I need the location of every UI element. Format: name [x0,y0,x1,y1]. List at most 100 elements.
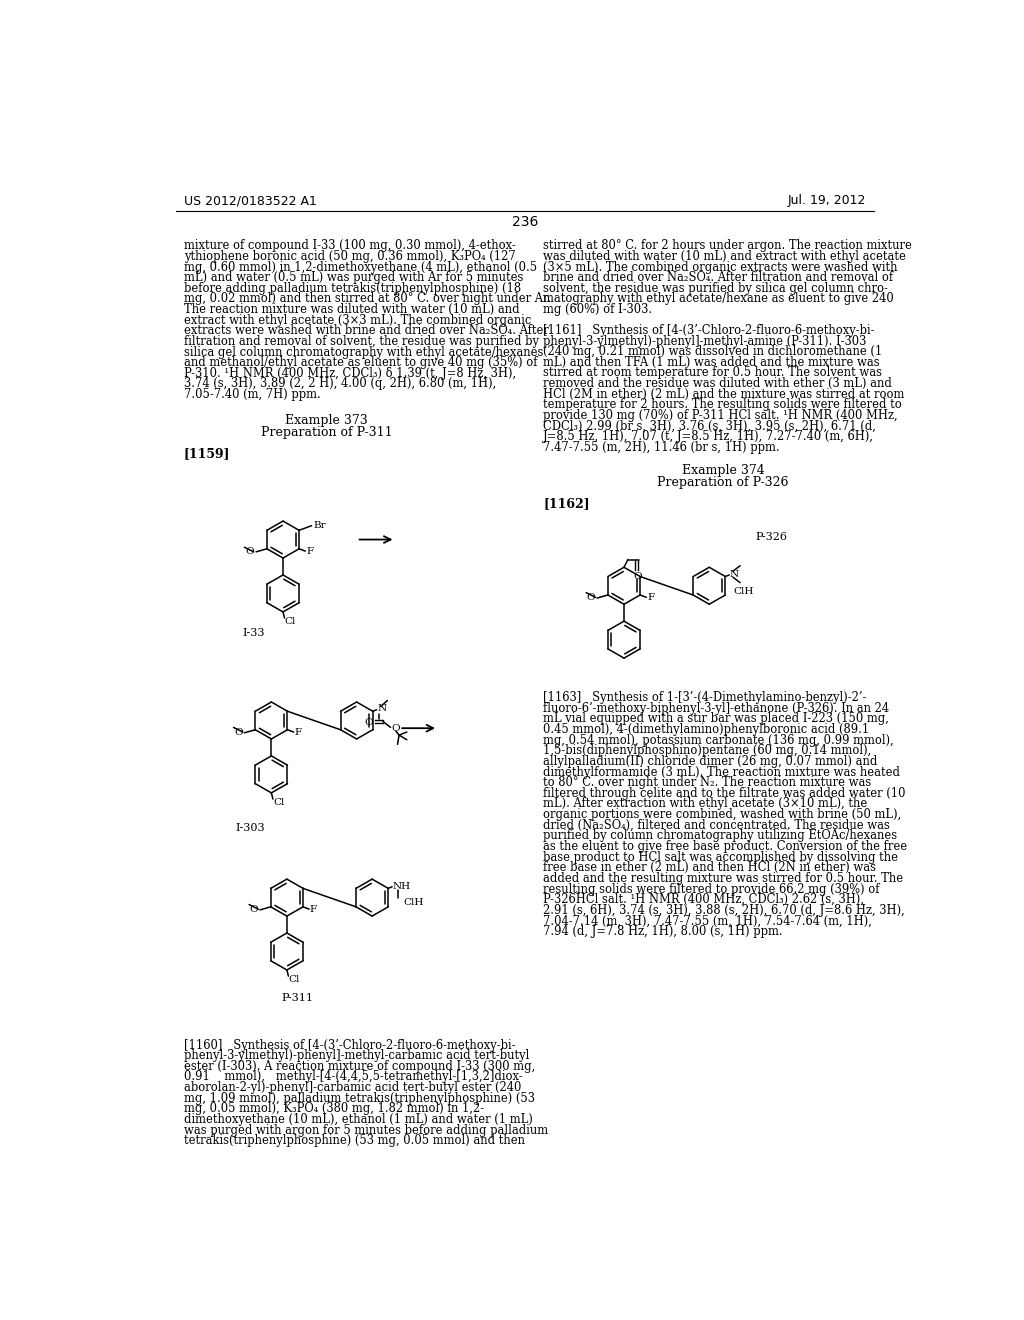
Text: O: O [234,727,243,737]
Text: ester (I-303). A reaction mixture of compound I-33 (300 mg,: ester (I-303). A reaction mixture of com… [183,1060,536,1073]
Text: dimethylformamide (3 mL). The reaction mixture was heated: dimethylformamide (3 mL). The reaction m… [544,766,900,779]
Text: ythiophene boronic acid (50 mg, 0.36 mmol), K₃PO₄ (127: ythiophene boronic acid (50 mg, 0.36 mmo… [183,249,515,263]
Text: (3×5 mL). The combined organic extracts were washed with: (3×5 mL). The combined organic extracts … [544,260,898,273]
Text: temperature for 2 hours. The resulting solids were filtered to: temperature for 2 hours. The resulting s… [544,399,902,412]
Text: added and the resulting mixture was stirred for 0.5 hour. The: added and the resulting mixture was stir… [544,873,903,884]
Text: O: O [250,904,258,913]
Text: Br: Br [313,521,326,531]
Text: dried (Na₂SO₄), filtered and concentrated. The residue was: dried (Na₂SO₄), filtered and concentrate… [544,818,890,832]
Text: The reaction mixture was diluted with water (10 mL) and: The reaction mixture was diluted with wa… [183,304,519,315]
Text: mg, 0.54 mmol), potassium carbonate (136 mg, 0.99 mmol),: mg, 0.54 mmol), potassium carbonate (136… [544,734,894,747]
Text: F: F [306,546,313,556]
Text: [1163]   Synthesis of 1-[3’-(4-Dimethylamino-benzyl)-2’-: [1163] Synthesis of 1-[3’-(4-Dimethylami… [544,692,866,705]
Text: free base in ether (2 mL) and then HCl (2N in ether) was: free base in ether (2 mL) and then HCl (… [544,861,877,874]
Text: [1161]   Synthesis of [4-(3’-Chloro-2-fluoro-6-methoxy-bi-: [1161] Synthesis of [4-(3’-Chloro-2-fluo… [544,323,874,337]
Text: to 80° C. over night under N₂. The reaction mixture was: to 80° C. over night under N₂. The react… [544,776,871,789]
Text: mg, 0.02 mmol) and then stirred at 80° C. over night under Ar.: mg, 0.02 mmol) and then stirred at 80° C… [183,293,551,305]
Text: stirred at room temperature for 0.5 hour. The solvent was: stirred at room temperature for 0.5 hour… [544,367,883,379]
Text: P-310. ¹H NMR (400 MHz, CDCl₃) δ 1.39 (t, J=8 Hz, 3H),: P-310. ¹H NMR (400 MHz, CDCl₃) δ 1.39 (t… [183,367,516,380]
Text: P-326HCl salt. ¹H NMR (400 MHz, CDCl₃) 2.62 (s, 3H),: P-326HCl salt. ¹H NMR (400 MHz, CDCl₃) 2… [544,894,864,906]
Text: P-311: P-311 [281,993,313,1003]
Text: 7.47-7.55 (m, 2H), 11.46 (br s, 1H) ppm.: 7.47-7.55 (m, 2H), 11.46 (br s, 1H) ppm. [544,441,780,454]
Text: base product to HCl salt was accomplished by dissolving the: base product to HCl salt was accomplishe… [544,850,898,863]
Text: solvent, the residue was purified by silica gel column chro-: solvent, the residue was purified by sil… [544,281,888,294]
Text: N: N [730,570,739,578]
Text: I-303: I-303 [234,824,264,833]
Text: organic portions were combined, washed with brine (50 mL),: organic portions were combined, washed w… [544,808,902,821]
Text: allylpalladium(II) chloride dimer (26 mg, 0.07 mmol) and: allylpalladium(II) chloride dimer (26 mg… [544,755,878,768]
Text: was purged with argon for 5 minutes before adding palladium: was purged with argon for 5 minutes befo… [183,1123,548,1137]
Text: matography with ethyl acetate/hexane as eluent to give 240: matography with ethyl acetate/hexane as … [544,293,894,305]
Text: NH: NH [393,882,411,891]
Text: 7.05-7.40 (m, 7H) ppm.: 7.05-7.40 (m, 7H) ppm. [183,388,321,401]
Text: extracts were washed with brine and dried over Na₂SO₄. After: extracts were washed with brine and drie… [183,325,549,337]
Text: fluoro-6’-methoxy-biphenyl-3-yl]-ethanone (P-326). In an 24: fluoro-6’-methoxy-biphenyl-3-yl]-ethanon… [544,702,890,715]
Text: Example 374: Example 374 [682,465,765,477]
Text: extract with ethyl acetate (3×3 mL). The combined organic: extract with ethyl acetate (3×3 mL). The… [183,314,531,326]
Text: mg, 0.60 mmol) in 1,2-dimethoxyethane (4 mL), ethanol (0.5: mg, 0.60 mmol) in 1,2-dimethoxyethane (4… [183,260,537,273]
Text: [1160]   Synthesis of [4-(3’-Chloro-2-fluoro-6-methoxy-bi-: [1160] Synthesis of [4-(3’-Chloro-2-fluo… [183,1039,515,1052]
Text: 0.45 mmol), 4-(dimethylamino)phenylboronic acid (89.1: 0.45 mmol), 4-(dimethylamino)phenylboron… [544,723,869,737]
Text: mL vial equipped with a stir bar was placed I-223 (150 mg,: mL vial equipped with a stir bar was pla… [544,713,889,726]
Text: F: F [295,727,302,737]
Text: filtered through celite and to the filtrate was added water (10: filtered through celite and to the filtr… [544,787,906,800]
Text: filtration and removal of solvent, the residue was purified by: filtration and removal of solvent, the r… [183,335,539,348]
Text: O: O [365,718,373,726]
Text: Preparation of P-311: Preparation of P-311 [260,426,392,440]
Text: Cl: Cl [273,799,285,808]
Text: [1159]: [1159] [183,447,230,461]
Text: was diluted with water (10 mL) and extract with ethyl acetate: was diluted with water (10 mL) and extra… [544,249,906,263]
Text: Preparation of P-326: Preparation of P-326 [657,477,788,490]
Text: mixture of compound I-33 (100 mg, 0.30 mmol), 4-ethox-: mixture of compound I-33 (100 mg, 0.30 m… [183,239,515,252]
Text: (240 mg, 0.21 mmol) was dissolved in dichloromethane (1: (240 mg, 0.21 mmol) was dissolved in dic… [544,346,883,358]
Text: mg, 1.09 mmol), palladium tetrakis(triphenylphosphine) (53: mg, 1.09 mmol), palladium tetrakis(triph… [183,1092,535,1105]
Text: 0.91    mmol),   methyl-[4-(4,4,5,5-tetramethyl-[1,3,2]diox-: 0.91 mmol), methyl-[4-(4,4,5,5-tetrameth… [183,1071,522,1084]
Text: before adding palladium tetrakis(triphenylphosphine) (18: before adding palladium tetrakis(triphen… [183,281,521,294]
Text: silica gel column chromatography with ethyl acetate/hexanes: silica gel column chromatography with et… [183,346,543,359]
Text: 2.91 (s, 6H), 3.74 (s, 3H), 3.88 (s, 2H), 6.70 (d, J=8.6 Hz, 3H),: 2.91 (s, 6H), 3.74 (s, 3H), 3.88 (s, 2H)… [544,904,905,917]
Text: ClH: ClH [733,587,754,597]
Text: ClH: ClH [403,898,423,907]
Text: brine and dried over Na₂SO₄. After filtration and removal of: brine and dried over Na₂SO₄. After filtr… [544,271,894,284]
Text: dimethoxyethane (10 mL), ethanol (1 mL) and water (1 mL): dimethoxyethane (10 mL), ethanol (1 mL) … [183,1113,532,1126]
Text: US 2012/0183522 A1: US 2012/0183522 A1 [183,194,316,207]
Text: removed and the residue was diluted with ether (3 mL) and: removed and the residue was diluted with… [544,378,892,391]
Text: I-33: I-33 [243,628,265,639]
Text: mg (60%) of I-303.: mg (60%) of I-303. [544,304,652,315]
Text: [1162]: [1162] [544,498,590,511]
Text: mL) and water (0.5 mL) was purged with Ar for 5 minutes: mL) and water (0.5 mL) was purged with A… [183,271,523,284]
Text: mL) and then TFA (1 mL) was added and the mixture was: mL) and then TFA (1 mL) was added and th… [544,356,880,368]
Text: P-326: P-326 [756,532,787,543]
Text: Jul. 19, 2012: Jul. 19, 2012 [787,194,866,207]
Text: phenyl-3-ylmethyl)-phenyl]-methyl-carbamic acid tert-butyl: phenyl-3-ylmethyl)-phenyl]-methyl-carbam… [183,1049,529,1063]
Text: 1,5-bis(diphenylphosphino)pentane (60 mg, 0.14 mmol),: 1,5-bis(diphenylphosphino)pentane (60 mg… [544,744,871,758]
Text: F: F [310,904,317,913]
Text: 3.74 (s, 3H), 3.89 (2, 2 H), 4.00 (q, 2H), 6.80 (m, 1H),: 3.74 (s, 3H), 3.89 (2, 2 H), 4.00 (q, 2H… [183,378,496,391]
Text: 236: 236 [512,215,538,228]
Text: resulting solids were filtered to provide 66.2 mg (39%) of: resulting solids were filtered to provid… [544,883,880,895]
Text: O: O [245,546,254,556]
Text: Example 373: Example 373 [285,414,368,428]
Text: tetrakis(triphenylphosphine) (53 mg, 0.05 mmol) and then: tetrakis(triphenylphosphine) (53 mg, 0.0… [183,1134,524,1147]
Text: O: O [587,593,596,602]
Text: aborolan-2-yl)-phenyl]-carbamic acid tert-butyl ester (240: aborolan-2-yl)-phenyl]-carbamic acid ter… [183,1081,521,1094]
Text: O: O [634,572,642,581]
Text: mL). After extraction with ethyl acetate (3×10 mL), the: mL). After extraction with ethyl acetate… [544,797,867,810]
Text: 7.04-7.14 (m, 3H), 7.47-7.55 (m, 1H), 7.54-7.64 (m, 1H),: 7.04-7.14 (m, 3H), 7.47-7.55 (m, 1H), 7.… [544,915,872,928]
Text: stirred at 80° C. for 2 hours under argon. The reaction mixture: stirred at 80° C. for 2 hours under argo… [544,239,912,252]
Text: phenyl-3-ylmethyl)-phenyl]-methyl-amine (P-311). I-303: phenyl-3-ylmethyl)-phenyl]-methyl-amine … [544,334,866,347]
Text: O: O [391,723,400,733]
Text: J=8.5 Hz, 1H), 7.07 (t, J=8.5 Hz, 1H), 7.27-7.40 (m, 6H),: J=8.5 Hz, 1H), 7.07 (t, J=8.5 Hz, 1H), 7… [544,430,874,444]
Text: CDCl₃) 2.99 (br s, 3H), 3.76 (s, 3H), 3.95 (s, 2H), 6.71 (d,: CDCl₃) 2.99 (br s, 3H), 3.76 (s, 3H), 3.… [544,420,877,433]
Text: N: N [378,705,386,713]
Text: provide 130 mg (70%) of P-311 HCl salt. ¹H NMR (400 MHz,: provide 130 mg (70%) of P-311 HCl salt. … [544,409,898,422]
Text: mg, 0.05 mmol), K₃PO₄ (380 mg, 1.82 mmol) in 1,2-: mg, 0.05 mmol), K₃PO₄ (380 mg, 1.82 mmol… [183,1102,484,1115]
Text: purified by column chromatography utilizing EtOAc/hexanes: purified by column chromatography utiliz… [544,829,897,842]
Text: Cl: Cl [289,975,300,985]
Text: Cl: Cl [285,618,296,627]
Text: as the eluent to give free base product. Conversion of the free: as the eluent to give free base product.… [544,840,907,853]
Text: HCl (2M in ether) (2 mL) and the mixture was stirred at room: HCl (2M in ether) (2 mL) and the mixture… [544,388,905,401]
Text: F: F [647,593,654,602]
Text: and methanol/ethyl acetate as eluent to give 40 mg (35%) of: and methanol/ethyl acetate as eluent to … [183,356,538,370]
Text: 7.94 (d, J=7.8 Hz, 1H), 8.00 (s, 1H) ppm.: 7.94 (d, J=7.8 Hz, 1H), 8.00 (s, 1H) ppm… [544,925,783,939]
